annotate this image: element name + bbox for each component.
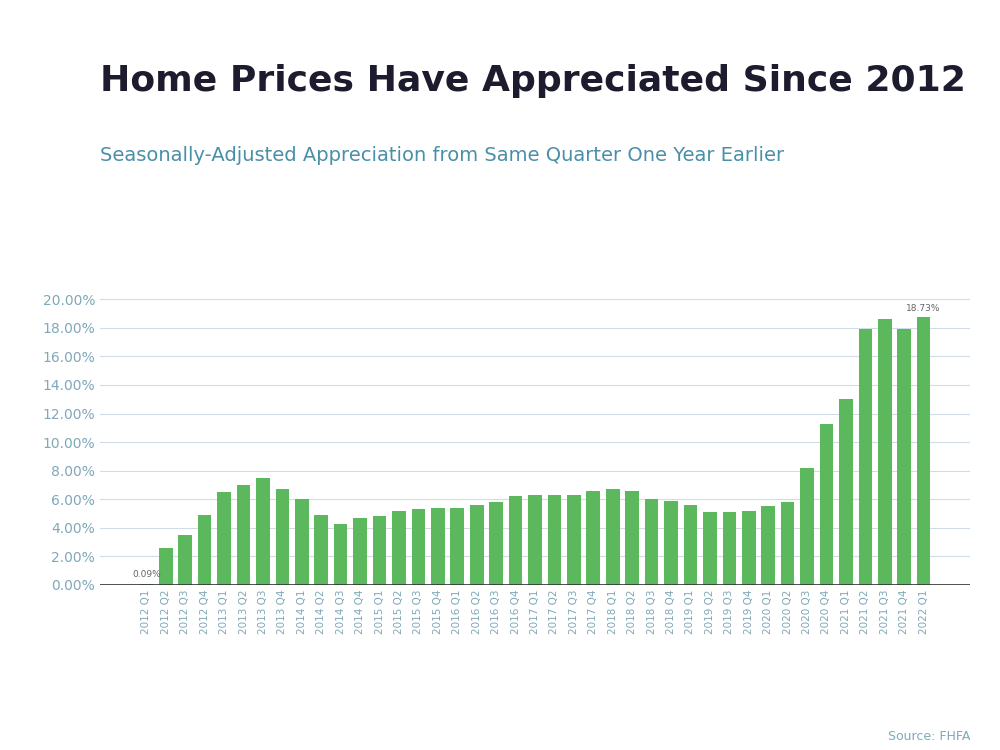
Bar xyxy=(761,506,775,585)
Bar xyxy=(334,524,347,585)
Bar xyxy=(859,329,872,585)
Bar xyxy=(820,424,833,585)
Bar xyxy=(353,518,367,585)
Bar xyxy=(548,495,561,585)
Bar xyxy=(878,320,892,585)
Bar xyxy=(528,495,542,585)
Bar xyxy=(431,508,445,585)
Text: Seasonally-Adjusted Appreciation from Same Quarter One Year Earlier: Seasonally-Adjusted Appreciation from Sa… xyxy=(100,146,784,165)
Bar xyxy=(276,489,289,585)
Bar xyxy=(509,496,522,585)
Bar xyxy=(256,478,270,585)
Bar xyxy=(470,505,484,585)
Bar xyxy=(664,501,678,585)
Bar xyxy=(412,509,425,585)
Text: 18.73%: 18.73% xyxy=(906,304,941,313)
Bar xyxy=(625,490,639,585)
Bar xyxy=(684,505,697,585)
Text: Home Prices Have Appreciated Since 2012: Home Prices Have Appreciated Since 2012 xyxy=(100,64,966,98)
Bar xyxy=(567,495,581,585)
Bar xyxy=(295,500,309,585)
Bar xyxy=(489,503,503,585)
Bar xyxy=(217,492,231,585)
Bar xyxy=(781,503,794,585)
Bar xyxy=(392,511,406,585)
Bar xyxy=(917,317,930,585)
Text: Source: FHFA: Source: FHFA xyxy=(888,730,970,742)
Bar xyxy=(723,512,736,585)
Bar xyxy=(586,490,600,585)
Bar xyxy=(897,329,911,585)
Bar xyxy=(839,399,853,585)
Bar xyxy=(450,508,464,585)
Bar xyxy=(178,535,192,585)
Bar xyxy=(742,511,756,585)
Bar xyxy=(198,515,211,585)
Bar xyxy=(237,485,250,585)
Bar xyxy=(140,584,153,585)
Bar xyxy=(703,512,717,585)
Bar xyxy=(314,515,328,585)
Bar xyxy=(645,500,658,585)
Text: 0.09%: 0.09% xyxy=(132,571,161,580)
Bar xyxy=(800,468,814,585)
Bar xyxy=(373,517,386,585)
Bar xyxy=(159,548,173,585)
Bar xyxy=(606,489,620,585)
